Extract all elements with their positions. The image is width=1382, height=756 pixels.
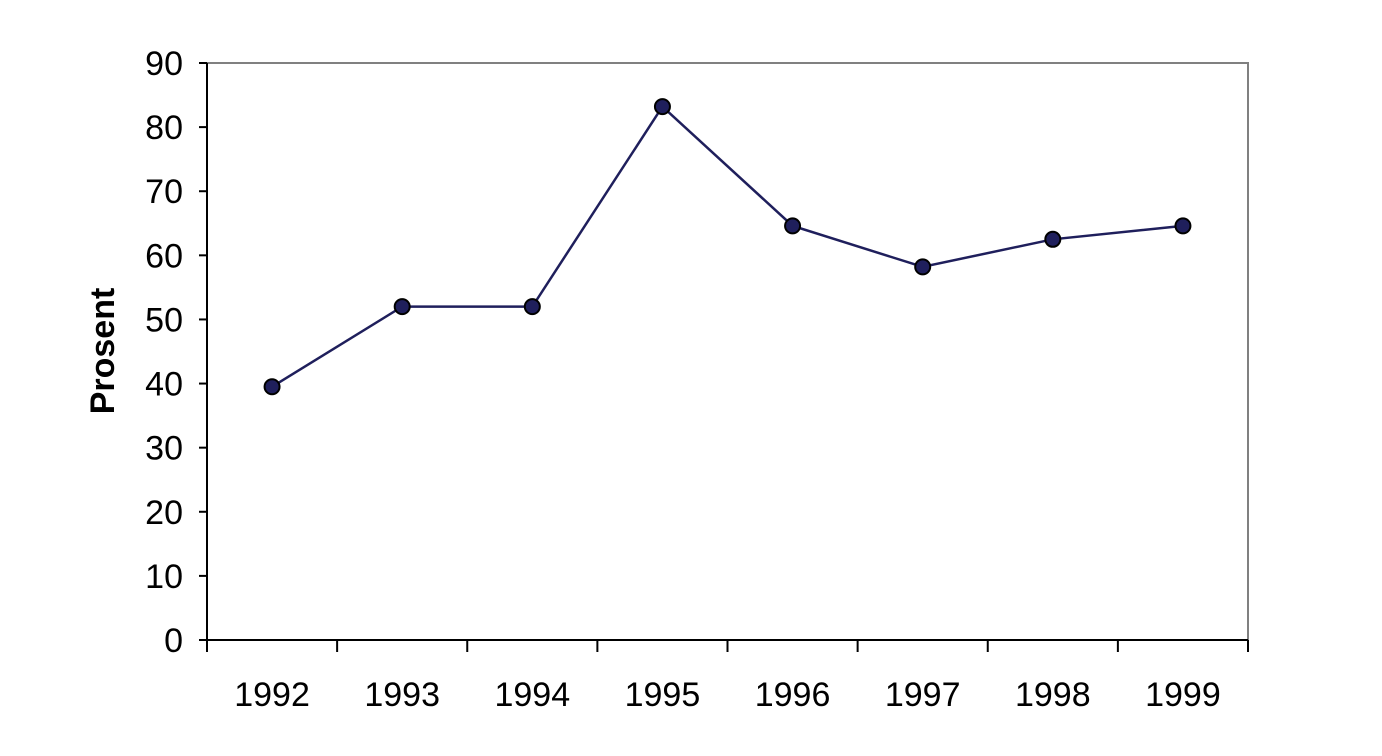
x-tick-label: 1995 — [625, 676, 701, 714]
x-tick-label: 1999 — [1145, 676, 1221, 714]
series — [263, 98, 1192, 396]
data-point-marker — [784, 217, 802, 235]
y-tick-label: 0 — [164, 622, 183, 660]
data-point-marker — [393, 298, 411, 316]
y-tick-label: 30 — [145, 430, 183, 468]
x-tick-label: 1997 — [885, 676, 961, 714]
y-tick-label: 70 — [145, 173, 183, 211]
y-tick-label: 90 — [145, 45, 183, 83]
x-axis-ticks: 1992 1993 1994 1995 1996 1997 1998 1999 — [206, 640, 1249, 714]
data-point-marker — [914, 258, 932, 276]
y-tick-label: 40 — [145, 366, 183, 404]
x-tick-label: 1994 — [494, 676, 570, 714]
x-tick-label: 1993 — [364, 676, 440, 714]
series-line — [271, 104, 1184, 388]
data-point-marker — [1044, 230, 1062, 248]
y-axis-title: Prosent — [84, 288, 122, 415]
y-tick-label: 10 — [145, 558, 183, 596]
x-tick-label: 1996 — [755, 676, 831, 714]
data-point-marker — [653, 98, 671, 116]
y-tick-label: 80 — [145, 109, 183, 147]
y-tick-label: 50 — [145, 301, 183, 339]
data-point-marker — [523, 298, 541, 316]
y-tick-label: 20 — [145, 494, 183, 532]
y-tick-label: 60 — [145, 237, 183, 275]
x-tick-label: 1992 — [234, 676, 310, 714]
y-axis-ticks: 0 10 20 30 40 50 60 70 80 90 — [145, 45, 207, 660]
x-tick-label: 1998 — [1015, 676, 1091, 714]
data-point-marker — [263, 378, 281, 396]
data-point-marker — [1174, 217, 1192, 235]
plot-area-frame — [206, 62, 1249, 641]
